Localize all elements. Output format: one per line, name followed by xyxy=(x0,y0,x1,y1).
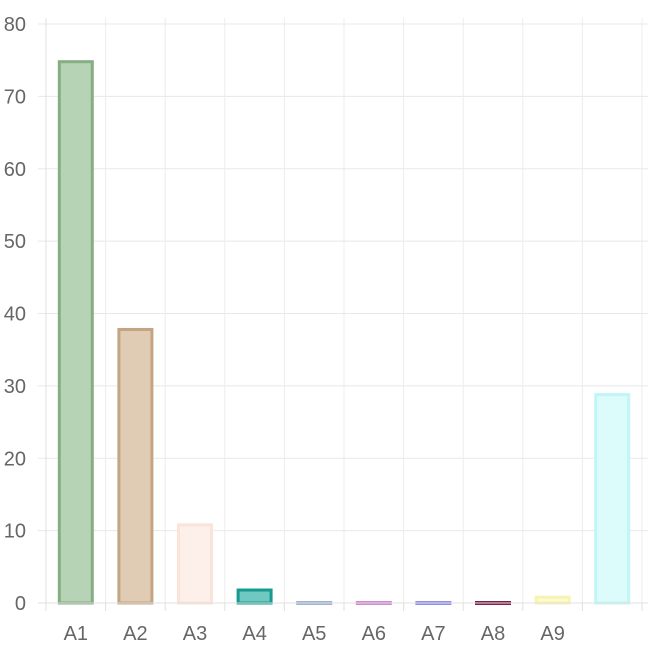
y-tick-label: 70 xyxy=(4,86,26,108)
bar-a1[interactable] xyxy=(57,60,94,605)
x-tick-label: A4 xyxy=(242,623,266,645)
x-tick-label: A2 xyxy=(123,623,147,645)
x-tick-label: A3 xyxy=(183,623,207,645)
y-tick-label: 20 xyxy=(4,448,26,470)
y-tick-label: 60 xyxy=(4,159,26,181)
x-tick-label: A7 xyxy=(421,623,445,645)
y-tick-label: 50 xyxy=(4,231,26,253)
y-tick-label: 30 xyxy=(4,376,26,398)
grid xyxy=(38,18,648,611)
bar-a2[interactable] xyxy=(117,327,154,605)
x-tick-label: A5 xyxy=(302,623,326,645)
x-tick-label: A9 xyxy=(540,623,564,645)
tick-labels: 0 10 20 30 40 50 60 70 80 A1 A2 A3 A4 A5 A6 A7 A8 A9 xyxy=(4,14,565,645)
bar-a3[interactable] xyxy=(177,523,213,605)
bar-a4[interactable] xyxy=(236,588,273,605)
bars xyxy=(57,60,631,605)
y-tick-label: 10 xyxy=(4,521,26,543)
bar-item-10[interactable] xyxy=(594,393,631,605)
axes xyxy=(38,18,648,611)
y-tick-label: 80 xyxy=(4,14,26,36)
y-tick-label: 40 xyxy=(4,304,26,326)
x-tick-label: A1 xyxy=(64,623,88,645)
y-tick-label: 0 xyxy=(15,593,26,615)
bar-a9[interactable] xyxy=(534,595,571,605)
x-tick-label: A6 xyxy=(362,623,386,645)
x-tick-label: A8 xyxy=(481,623,505,645)
